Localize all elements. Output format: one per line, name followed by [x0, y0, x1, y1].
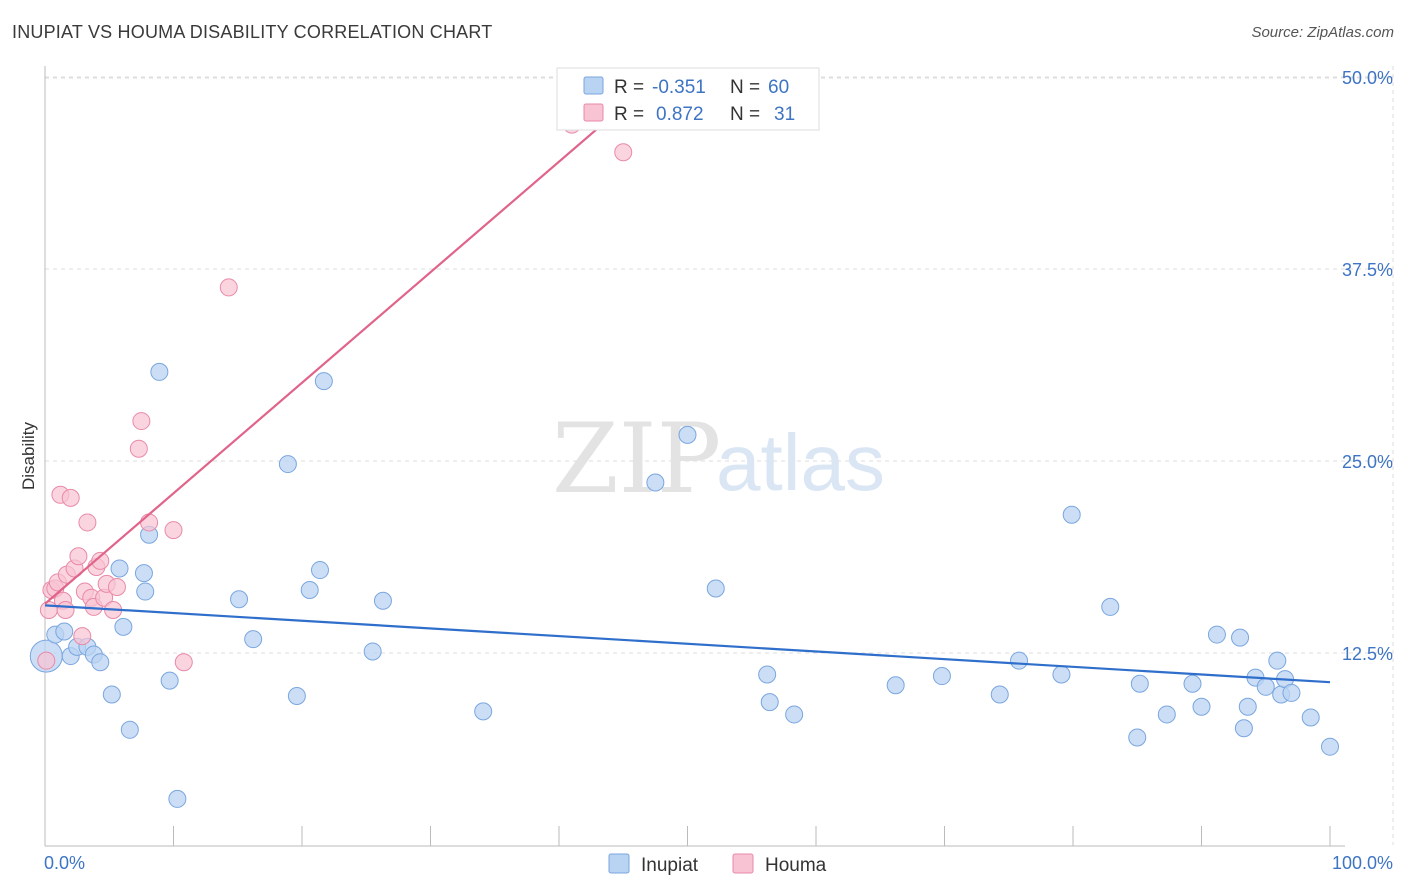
point-inupiat-16 — [160, 671, 179, 690]
point-inupiat-13 — [136, 582, 155, 601]
point-inupiat-21 — [287, 687, 306, 706]
point-inupiat-45 — [1192, 697, 1211, 716]
point-inupiat-56 — [1301, 708, 1320, 727]
trend-line-inupiat — [44, 604, 1331, 684]
point-inupiat-51 — [1256, 677, 1275, 696]
point-inupiat-19 — [244, 630, 263, 649]
point-inupiat-7 — [91, 653, 110, 672]
stats-legend-n-inupiat: 60 — [768, 77, 789, 98]
legend-label-houma: Houma — [765, 855, 827, 876]
point-houma-24 — [132, 412, 151, 431]
point-inupiat-48 — [1234, 719, 1253, 738]
point-houma-25 — [140, 513, 159, 532]
point-inupiat-25 — [363, 642, 382, 661]
point-inupiat-22 — [300, 581, 319, 600]
point-houma-11 — [69, 547, 88, 566]
point-inupiat-15 — [150, 362, 169, 381]
point-inupiat-24 — [314, 372, 333, 391]
stats-legend-n-label-inupiat: N = — [730, 77, 760, 98]
point-inupiat-29 — [678, 425, 697, 444]
point-inupiat-42 — [1130, 674, 1149, 693]
stats-legend-n-label-houma: N = — [730, 104, 760, 125]
y-axis-label: Disability — [19, 421, 38, 490]
legend-swatch-inupiat — [608, 853, 630, 874]
point-inupiat-26 — [373, 591, 392, 610]
source-label: Source: ZipAtlas.com — [1251, 24, 1394, 41]
point-inupiat-32 — [760, 693, 779, 712]
stats-legend: R = -0.351 N = 60 R = 0.872 N = 31 — [556, 67, 820, 131]
x-tick-label-1: 100.0% — [1332, 853, 1393, 873]
point-inupiat-33 — [785, 705, 804, 724]
point-inupiat-47 — [1231, 628, 1250, 647]
legend-swatch-houma — [732, 853, 754, 874]
point-inupiat-20 — [278, 455, 297, 474]
y-tick-label-1: 25.0% — [1342, 452, 1393, 472]
series-inupiat — [29, 362, 1339, 808]
point-inupiat-30 — [706, 579, 725, 598]
y-tick-label-0: 12.5% — [1342, 644, 1393, 664]
point-houma-0 — [37, 651, 56, 670]
point-inupiat-41 — [1128, 728, 1147, 747]
point-inupiat-9 — [110, 559, 129, 578]
point-inupiat-31 — [758, 665, 777, 684]
trend-lines — [44, 74, 1331, 684]
point-inupiat-27 — [474, 702, 493, 721]
series-legend: Inupiat Houma — [608, 853, 827, 876]
point-inupiat-28 — [646, 473, 665, 492]
x-tick-label-0: 0.0% — [44, 853, 85, 873]
point-inupiat-37 — [1010, 651, 1029, 670]
point-inupiat-43 — [1157, 705, 1176, 724]
point-inupiat-18 — [230, 590, 249, 609]
axes — [44, 66, 1345, 847]
point-inupiat-23 — [310, 561, 329, 580]
point-inupiat-55 — [1282, 683, 1301, 702]
point-houma-7 — [56, 600, 75, 619]
point-houma-18 — [91, 551, 110, 570]
point-houma-27 — [174, 653, 193, 672]
watermark-zip: ZIP — [552, 403, 721, 515]
y-tick-label-2: 37.5% — [1342, 260, 1393, 280]
point-houma-28 — [219, 278, 238, 297]
y-tick-label-3: 50.0% — [1342, 68, 1393, 88]
point-inupiat-52 — [1268, 651, 1287, 670]
point-inupiat-10 — [114, 617, 133, 636]
point-inupiat-11 — [120, 720, 139, 739]
tick-labels: 12.5% 25.0% 37.5% 50.0% 0.0% 100.0% — [44, 68, 1393, 873]
point-inupiat-38 — [1052, 665, 1071, 684]
point-inupiat-49 — [1238, 697, 1257, 716]
point-inupiat-57 — [1321, 737, 1339, 756]
point-inupiat-40 — [1101, 597, 1120, 616]
stats-legend-r-label-houma: R = — [614, 104, 644, 125]
legend-label-inupiat: Inupiat — [641, 855, 699, 876]
point-inupiat-39 — [1062, 505, 1081, 524]
point-houma-23 — [129, 439, 148, 458]
point-houma-9 — [61, 488, 80, 507]
stats-legend-r-label-inupiat: R = — [614, 77, 644, 98]
point-inupiat-46 — [1207, 625, 1226, 644]
stats-legend-swatch-houma — [583, 103, 604, 122]
point-houma-14 — [78, 513, 97, 532]
point-inupiat-8 — [102, 685, 121, 704]
point-inupiat-44 — [1183, 674, 1202, 693]
point-houma-12 — [73, 627, 92, 646]
chart-title: INUPIAT VS HOUMA DISABILITY CORRELATION … — [12, 22, 493, 42]
stats-legend-swatch-inupiat — [583, 76, 604, 95]
point-inupiat-12 — [134, 564, 153, 583]
watermark: ZIP atlas — [552, 403, 885, 515]
point-inupiat-17 — [168, 789, 187, 808]
stats-legend-r-inupiat: -0.351 — [652, 77, 706, 98]
stats-legend-n-houma: 31 — [774, 104, 795, 125]
point-inupiat-2 — [55, 622, 74, 641]
stats-legend-r-houma: 0.872 — [656, 104, 704, 125]
watermark-atlas: atlas — [716, 418, 885, 507]
point-inupiat-34 — [886, 676, 905, 695]
point-inupiat-36 — [990, 685, 1009, 704]
point-houma-26 — [164, 521, 183, 540]
point-houma-22 — [107, 577, 126, 596]
series-houma — [37, 115, 633, 672]
point-inupiat-35 — [932, 667, 951, 686]
point-houma-30 — [614, 143, 633, 162]
trend-line-houma — [44, 74, 660, 605]
